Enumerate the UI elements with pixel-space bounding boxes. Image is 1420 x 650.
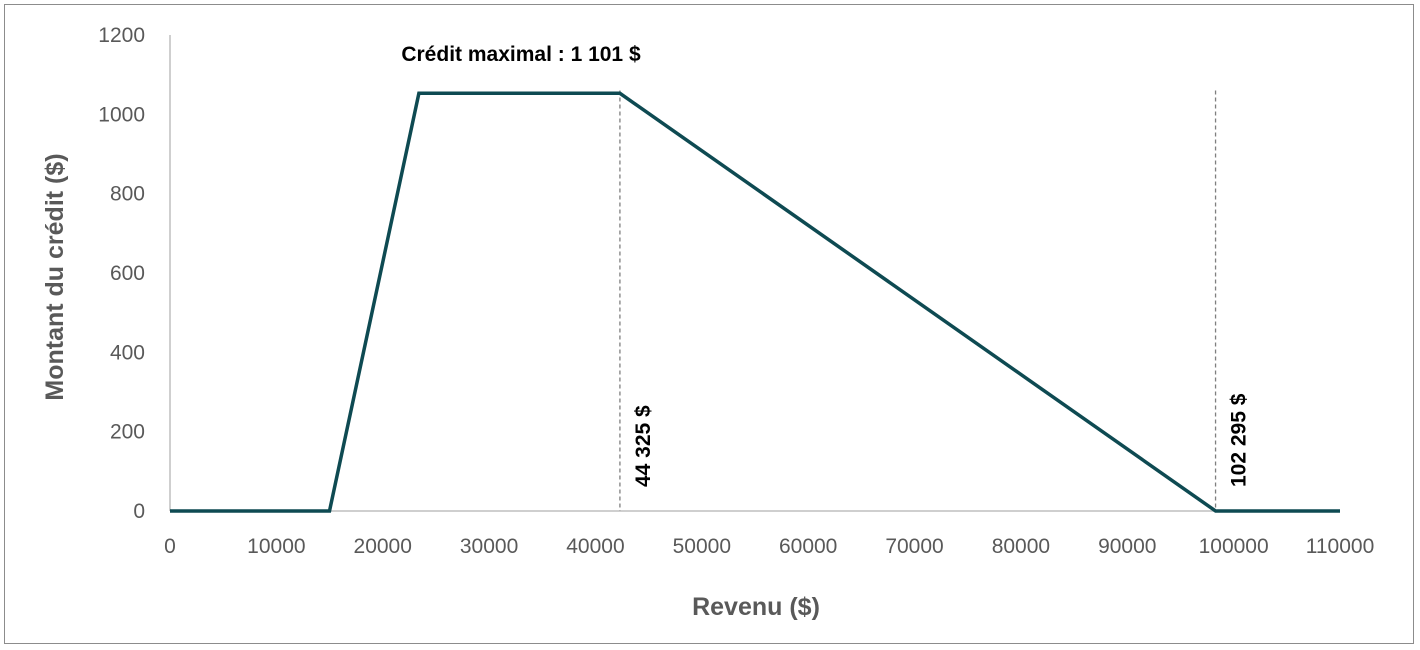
x-tick-label: 100000 — [1199, 535, 1269, 558]
x-tick-label: 40000 — [566, 535, 624, 558]
y-tick-label: 800 — [110, 183, 145, 206]
x-tick-label: 0 — [164, 535, 176, 558]
y-tick-label: 0 — [133, 500, 145, 523]
x-tick-labels: 0 10000 20000 30000 40000 50000 60000 70000 8000… — [164, 535, 1374, 558]
x-tick-label: 10000 — [247, 535, 305, 558]
series-line — [170, 91, 1340, 513]
y-tick-label: 1000 — [98, 103, 145, 126]
reference-line-label: 44 325 $ — [632, 405, 655, 487]
chart-frame: 0 200 400 600 800 1000 1200 0 10000 20000 30000 40… — [4, 4, 1414, 644]
x-tick-label: 50000 — [673, 535, 731, 558]
y-tick-label: 200 — [110, 421, 145, 444]
reference-line-label: 102 295 $ — [1228, 393, 1251, 487]
y-axis-title: Montant du crédit ($) — [41, 153, 69, 400]
y-tick-label: 1200 — [98, 24, 145, 47]
x-tick-label: 20000 — [354, 535, 412, 558]
x-tick-label: 90000 — [1098, 535, 1156, 558]
max-credit-annotation: Crédit maximal : 1 101 $ — [401, 43, 641, 66]
x-tick-label: 110000 — [1306, 535, 1375, 558]
y-tick-label: 400 — [110, 341, 145, 364]
y-tick-labels: 0 200 400 600 800 1000 1200 — [98, 24, 145, 523]
x-tick-label: 60000 — [779, 535, 837, 558]
x-axis-title: Revenu ($) — [692, 593, 820, 621]
x-tick-label: 30000 — [460, 535, 518, 558]
series-group — [170, 91, 1340, 513]
x-tick-label: 80000 — [992, 535, 1050, 558]
y-tick-label: 600 — [110, 262, 145, 285]
reference-lines: 44 325 $ 102 295 $ — [619, 90, 1251, 511]
line-chart: 0 200 400 600 800 1000 1200 0 10000 20000 30000 40… — [41, 24, 1374, 621]
annotations: Crédit maximal : 1 101 $ — [401, 43, 641, 66]
x-tick-label: 70000 — [885, 535, 943, 558]
